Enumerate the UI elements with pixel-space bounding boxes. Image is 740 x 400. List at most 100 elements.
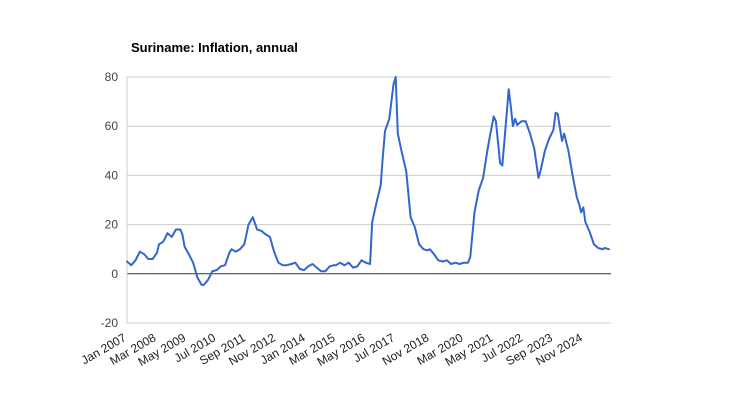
data-point[interactable]	[542, 148, 547, 153]
data-point[interactable]	[174, 227, 179, 232]
data-point[interactable]	[338, 260, 343, 265]
data-point[interactable]	[547, 136, 552, 141]
data-point[interactable]	[233, 249, 238, 254]
data-point[interactable]	[137, 249, 142, 254]
data-point[interactable]	[491, 114, 496, 119]
data-point[interactable]	[178, 227, 183, 232]
data-point[interactable]	[551, 127, 556, 132]
data-point[interactable]	[457, 262, 462, 267]
data-point[interactable]	[342, 263, 347, 268]
data-point[interactable]	[528, 131, 533, 136]
data-point[interactable]	[238, 247, 243, 252]
data-point[interactable]	[346, 260, 351, 265]
data-point[interactable]	[562, 131, 567, 136]
data-point[interactable]	[395, 131, 400, 136]
data-point[interactable]	[555, 111, 560, 116]
data-point[interactable]	[154, 250, 159, 255]
data-point[interactable]	[417, 242, 422, 247]
data-point[interactable]	[323, 269, 328, 274]
data-point[interactable]	[319, 269, 324, 274]
data-point[interactable]	[472, 210, 477, 215]
data-point[interactable]	[408, 215, 413, 220]
data-point[interactable]	[515, 123, 520, 128]
data-point[interactable]	[591, 242, 596, 247]
data-point[interactable]	[327, 264, 332, 269]
data-point[interactable]	[476, 188, 481, 193]
data-point[interactable]	[125, 259, 130, 264]
data-point[interactable]	[133, 258, 138, 263]
data-point[interactable]	[581, 205, 586, 210]
data-point[interactable]	[502, 139, 507, 144]
data-point[interactable]	[297, 266, 302, 271]
data-point[interactable]	[485, 148, 490, 153]
data-point[interactable]	[363, 260, 368, 265]
data-point[interactable]	[432, 252, 437, 257]
data-point[interactable]	[436, 258, 441, 263]
data-point[interactable]	[263, 232, 268, 237]
data-point[interactable]	[412, 225, 417, 230]
data-point[interactable]	[355, 264, 360, 269]
data-point[interactable]	[513, 116, 518, 121]
data-point[interactable]	[583, 220, 588, 225]
data-point[interactable]	[383, 129, 388, 134]
data-point[interactable]	[468, 254, 473, 259]
data-point[interactable]	[510, 124, 515, 129]
data-point[interactable]	[404, 169, 409, 174]
data-point[interactable]	[195, 275, 200, 280]
data-point[interactable]	[374, 200, 379, 205]
data-point[interactable]	[427, 247, 432, 252]
data-point[interactable]	[223, 263, 228, 268]
data-point[interactable]	[210, 269, 215, 274]
data-point[interactable]	[242, 242, 247, 247]
data-point[interactable]	[466, 260, 471, 265]
data-point[interactable]	[577, 201, 582, 206]
data-point[interactable]	[602, 246, 607, 251]
data-point[interactable]	[380, 153, 385, 158]
data-point[interactable]	[314, 265, 319, 270]
data-point[interactable]	[449, 262, 454, 267]
data-point[interactable]	[421, 247, 426, 252]
data-point[interactable]	[246, 222, 251, 227]
data-point[interactable]	[169, 234, 174, 239]
data-point[interactable]	[157, 242, 162, 247]
data-point[interactable]	[487, 136, 492, 141]
data-point[interactable]	[393, 75, 398, 80]
data-point[interactable]	[129, 263, 134, 268]
data-point[interactable]	[229, 247, 234, 252]
data-point[interactable]	[306, 264, 311, 269]
data-point[interactable]	[596, 246, 601, 251]
data-point[interactable]	[310, 262, 315, 267]
data-point[interactable]	[368, 262, 373, 267]
data-point[interactable]	[391, 82, 396, 87]
data-point[interactable]	[570, 173, 575, 178]
data-point[interactable]	[284, 263, 289, 268]
data-point[interactable]	[351, 265, 356, 270]
data-point[interactable]	[606, 247, 611, 252]
data-point[interactable]	[161, 239, 166, 244]
data-point[interactable]	[206, 277, 211, 282]
data-point[interactable]	[400, 151, 405, 156]
data-point[interactable]	[201, 282, 206, 287]
data-point[interactable]	[481, 175, 486, 180]
data-point[interactable]	[280, 263, 285, 268]
data-point[interactable]	[293, 260, 298, 265]
data-point[interactable]	[440, 259, 445, 264]
data-point[interactable]	[259, 228, 264, 233]
data-point[interactable]	[150, 257, 155, 262]
data-point[interactable]	[272, 249, 277, 254]
data-point[interactable]	[560, 139, 565, 144]
data-point[interactable]	[267, 234, 272, 239]
data-point[interactable]	[538, 168, 543, 173]
data-point[interactable]	[493, 119, 498, 124]
data-point[interactable]	[146, 257, 151, 262]
data-point[interactable]	[334, 263, 339, 268]
data-point[interactable]	[180, 232, 185, 237]
data-point[interactable]	[359, 258, 364, 263]
data-point[interactable]	[523, 119, 528, 124]
data-point[interactable]	[574, 195, 579, 200]
data-point[interactable]	[218, 264, 223, 269]
data-point[interactable]	[536, 175, 541, 180]
data-point[interactable]	[508, 104, 513, 109]
data-point[interactable]	[587, 230, 592, 235]
data-point[interactable]	[387, 116, 392, 121]
